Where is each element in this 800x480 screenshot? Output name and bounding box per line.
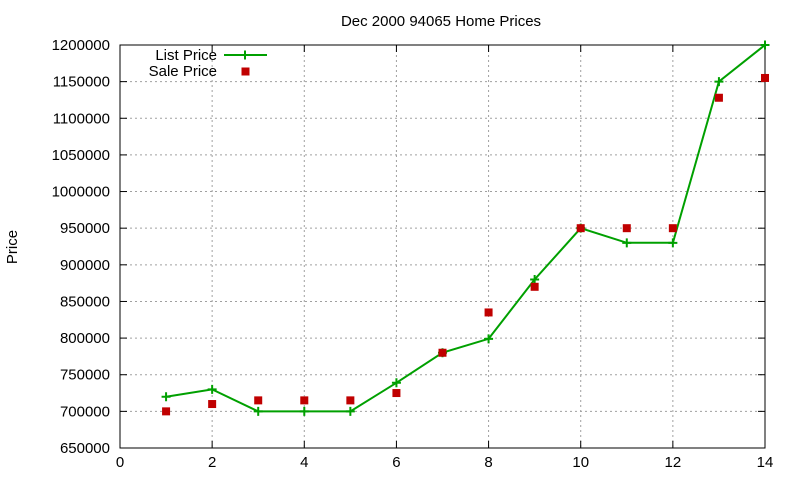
sale-price-point xyxy=(484,308,493,317)
legend: List Price Sale Price xyxy=(149,47,267,80)
y-tick-label: 1150000 xyxy=(53,74,110,91)
x-tick-label: 4 xyxy=(300,454,308,471)
list-price-point xyxy=(530,274,540,284)
list-price-point xyxy=(345,406,355,416)
x-axis-labels: 0 2 4 6 8 10 12 14 xyxy=(116,454,774,471)
list-price-point xyxy=(299,406,309,416)
sale-price-point xyxy=(714,93,723,102)
sale-price-point xyxy=(438,348,447,357)
y-axis-labels: 650000 700000 750000 800000 850000 900000 9500… xyxy=(52,37,110,457)
legend-label-sale-price: Sale Price xyxy=(149,63,217,80)
sale-price-point xyxy=(162,407,171,416)
axis-ticks xyxy=(119,44,766,449)
y-tick-label: 1000000 xyxy=(52,184,110,201)
y-tick-label: 650000 xyxy=(60,440,110,457)
sale-price-point xyxy=(254,396,263,405)
sale-price-point xyxy=(346,396,355,405)
chart-title: Dec 2000 94065 Home Prices xyxy=(341,13,541,30)
sale-price-point xyxy=(392,389,401,398)
x-tick-label: 14 xyxy=(757,454,774,471)
legend-label-list-price: List Price xyxy=(155,47,217,64)
legend-marker-list-price xyxy=(240,50,250,60)
sale-price-point xyxy=(761,73,769,82)
grid xyxy=(120,45,765,448)
list-price-point xyxy=(760,40,770,50)
sale-price-point xyxy=(300,396,309,405)
list-price-point xyxy=(668,238,678,248)
sale-price-point xyxy=(622,224,631,233)
list-price-line xyxy=(165,44,766,413)
y-tick-label: 1100000 xyxy=(53,110,110,127)
series-layer xyxy=(161,40,770,416)
x-tick-label: 6 xyxy=(392,454,400,471)
y-tick-label: 1050000 xyxy=(52,147,110,164)
y-tick-label: 800000 xyxy=(60,330,110,347)
y-tick-label: 700000 xyxy=(60,403,110,420)
plot-frame xyxy=(119,44,766,449)
y-tick-label: 1200000 xyxy=(52,37,110,54)
list-price-point xyxy=(207,384,217,394)
y-tick-label: 950000 xyxy=(60,220,110,237)
list-price-point xyxy=(161,392,171,402)
sale-price-point xyxy=(668,224,677,233)
x-tick-label: 10 xyxy=(572,454,589,471)
list-price-point xyxy=(391,378,401,388)
x-tick-label: 0 xyxy=(116,454,124,471)
sale-price-point xyxy=(208,400,217,409)
list-price-point xyxy=(622,238,632,248)
x-tick-label: 2 xyxy=(208,454,216,471)
list-price-point xyxy=(484,334,494,344)
x-tick-label: 8 xyxy=(484,454,492,471)
x-tick-label: 12 xyxy=(665,454,682,471)
y-axis-title: Price xyxy=(4,230,21,264)
sale-price-point xyxy=(530,282,539,291)
list-price-point xyxy=(253,406,263,416)
sale-price-point xyxy=(576,224,585,233)
list-price-point xyxy=(714,77,724,87)
y-tick-label: 850000 xyxy=(60,293,110,310)
legend-marker-sale-price xyxy=(241,67,250,76)
y-tick-label: 750000 xyxy=(60,367,110,384)
y-tick-label: 900000 xyxy=(60,257,110,274)
